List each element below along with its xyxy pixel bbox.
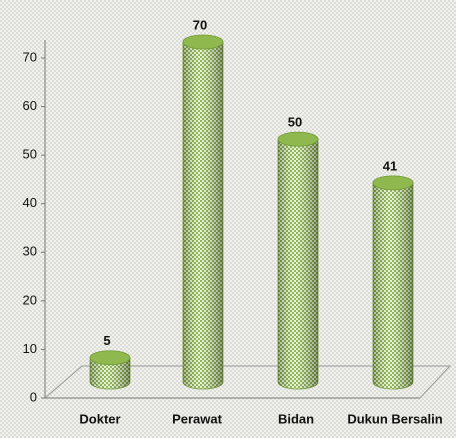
bar-shade xyxy=(373,182,413,389)
y-tick-label: 50 xyxy=(23,147,37,162)
x-tick-label: Perawat xyxy=(172,411,223,426)
x-tick-label: Bidan xyxy=(278,411,314,426)
data-label: 70 xyxy=(193,17,207,32)
y-tick-label: 40 xyxy=(23,195,37,210)
y-tick-label: 20 xyxy=(23,292,37,307)
bar-top xyxy=(277,131,319,147)
y-tick-label: 30 xyxy=(23,244,37,259)
bar-top xyxy=(372,175,414,191)
y-tick-label: 60 xyxy=(23,98,37,113)
bar-shade xyxy=(278,139,318,389)
y-tick-label: 0 xyxy=(30,389,37,404)
data-label: 5 xyxy=(103,333,110,348)
x-tick-label: Dukun Bersalin xyxy=(347,411,442,426)
bar-top xyxy=(89,350,131,366)
y-tick-label: 70 xyxy=(23,49,37,64)
bar-top xyxy=(182,34,224,50)
bar-shade xyxy=(183,42,223,389)
y-tick-label: 10 xyxy=(23,341,37,356)
data-label: 50 xyxy=(288,115,302,130)
data-label: 41 xyxy=(383,158,397,173)
bar-shade xyxy=(90,357,130,389)
x-tick-label: Dokter xyxy=(79,411,120,426)
